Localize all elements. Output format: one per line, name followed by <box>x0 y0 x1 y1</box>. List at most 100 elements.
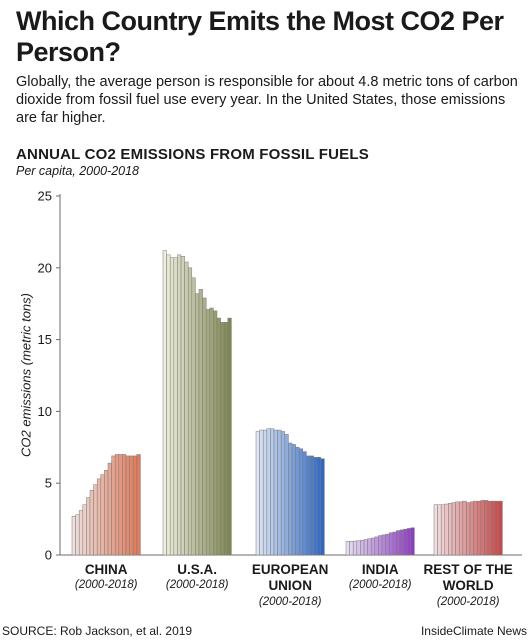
bar <box>473 500 478 556</box>
bar <box>356 540 361 556</box>
bar <box>202 297 207 556</box>
bar <box>484 500 489 556</box>
bar <box>71 515 76 556</box>
bar <box>89 490 94 556</box>
bar <box>259 429 264 556</box>
page-title: Which Country Emits the Most CO2 Per Per… <box>16 6 504 67</box>
bar <box>385 533 390 556</box>
bar <box>284 434 289 556</box>
bar <box>205 309 211 556</box>
bar <box>363 539 368 556</box>
bar <box>209 307 214 556</box>
bar <box>184 261 189 556</box>
y-tick-label: 10 <box>38 404 52 419</box>
bar <box>270 428 275 556</box>
bar <box>451 502 456 556</box>
bar <box>169 257 175 556</box>
bar <box>444 503 449 556</box>
bar <box>458 501 464 556</box>
category-label: U.S.A. <box>177 562 218 577</box>
bar <box>255 431 260 556</box>
category-label: CHINA <box>84 562 128 577</box>
bar <box>399 529 404 556</box>
bar <box>288 442 293 556</box>
bar <box>86 497 91 556</box>
bar <box>374 536 379 556</box>
y-tick-label: 5 <box>45 476 52 491</box>
bar <box>107 462 112 556</box>
bar <box>220 322 225 556</box>
bar <box>469 501 474 556</box>
category-label: INDIA <box>361 562 399 577</box>
source-note: SOURCE: Rob Jackson, et al. 2019 <box>2 624 193 638</box>
bar <box>370 537 376 556</box>
category-label: REST OF THE WORLD <box>423 562 513 593</box>
bar <box>440 504 446 556</box>
chart-subtitle: Per capita, 2000-2018 <box>16 164 140 178</box>
bar <box>262 429 268 556</box>
category-label: EUROPEAN UNION <box>251 562 329 593</box>
bar <box>162 250 167 556</box>
intro-text: Globally, the average person is responsi… <box>16 74 518 126</box>
bar <box>313 457 318 556</box>
bar <box>223 322 229 556</box>
bar <box>213 310 218 556</box>
bar <box>352 540 358 556</box>
bar <box>345 541 350 556</box>
bar <box>388 532 394 556</box>
bar <box>433 504 438 556</box>
bar <box>437 504 442 556</box>
bar <box>180 256 185 556</box>
bar <box>392 531 397 556</box>
bar <box>494 500 500 556</box>
bar <box>320 458 325 556</box>
bar <box>360 539 365 556</box>
bar <box>93 484 98 556</box>
bar <box>480 500 485 556</box>
bar <box>291 444 296 556</box>
bar <box>298 448 304 556</box>
category-period: (2000-2018) <box>258 596 322 608</box>
bar <box>302 451 307 556</box>
bar <box>280 431 286 556</box>
bar <box>466 502 471 556</box>
bar <box>410 527 415 556</box>
bar <box>75 514 80 556</box>
bar <box>125 455 130 556</box>
category-period: (2000-2018) <box>436 596 500 608</box>
bar <box>462 500 467 556</box>
bar <box>455 501 460 556</box>
bar <box>136 454 141 556</box>
category-period: (2000-2018) <box>348 579 412 591</box>
bar <box>129 455 134 556</box>
bar <box>78 510 84 556</box>
bar <box>498 500 503 556</box>
bar <box>349 540 354 556</box>
bar <box>173 257 178 556</box>
bar <box>111 455 116 556</box>
bar <box>195 293 200 556</box>
bar <box>177 254 182 556</box>
bar <box>403 528 408 556</box>
bar <box>100 474 105 556</box>
bar <box>309 455 314 556</box>
bar <box>487 500 492 556</box>
bar <box>198 289 203 556</box>
bar <box>187 267 193 556</box>
bar <box>277 429 282 556</box>
y-tick-label: 20 <box>38 260 52 275</box>
bar <box>316 457 322 556</box>
bar <box>166 254 171 556</box>
bar <box>396 530 401 556</box>
y-tick-label: 15 <box>38 332 52 347</box>
bar <box>132 455 138 556</box>
bar <box>191 277 196 556</box>
y-tick-label: 0 <box>45 548 52 563</box>
bar <box>273 429 278 556</box>
bar <box>82 504 87 556</box>
bar <box>367 538 372 556</box>
bar <box>448 503 453 556</box>
bar <box>295 447 300 556</box>
bar <box>216 317 221 556</box>
